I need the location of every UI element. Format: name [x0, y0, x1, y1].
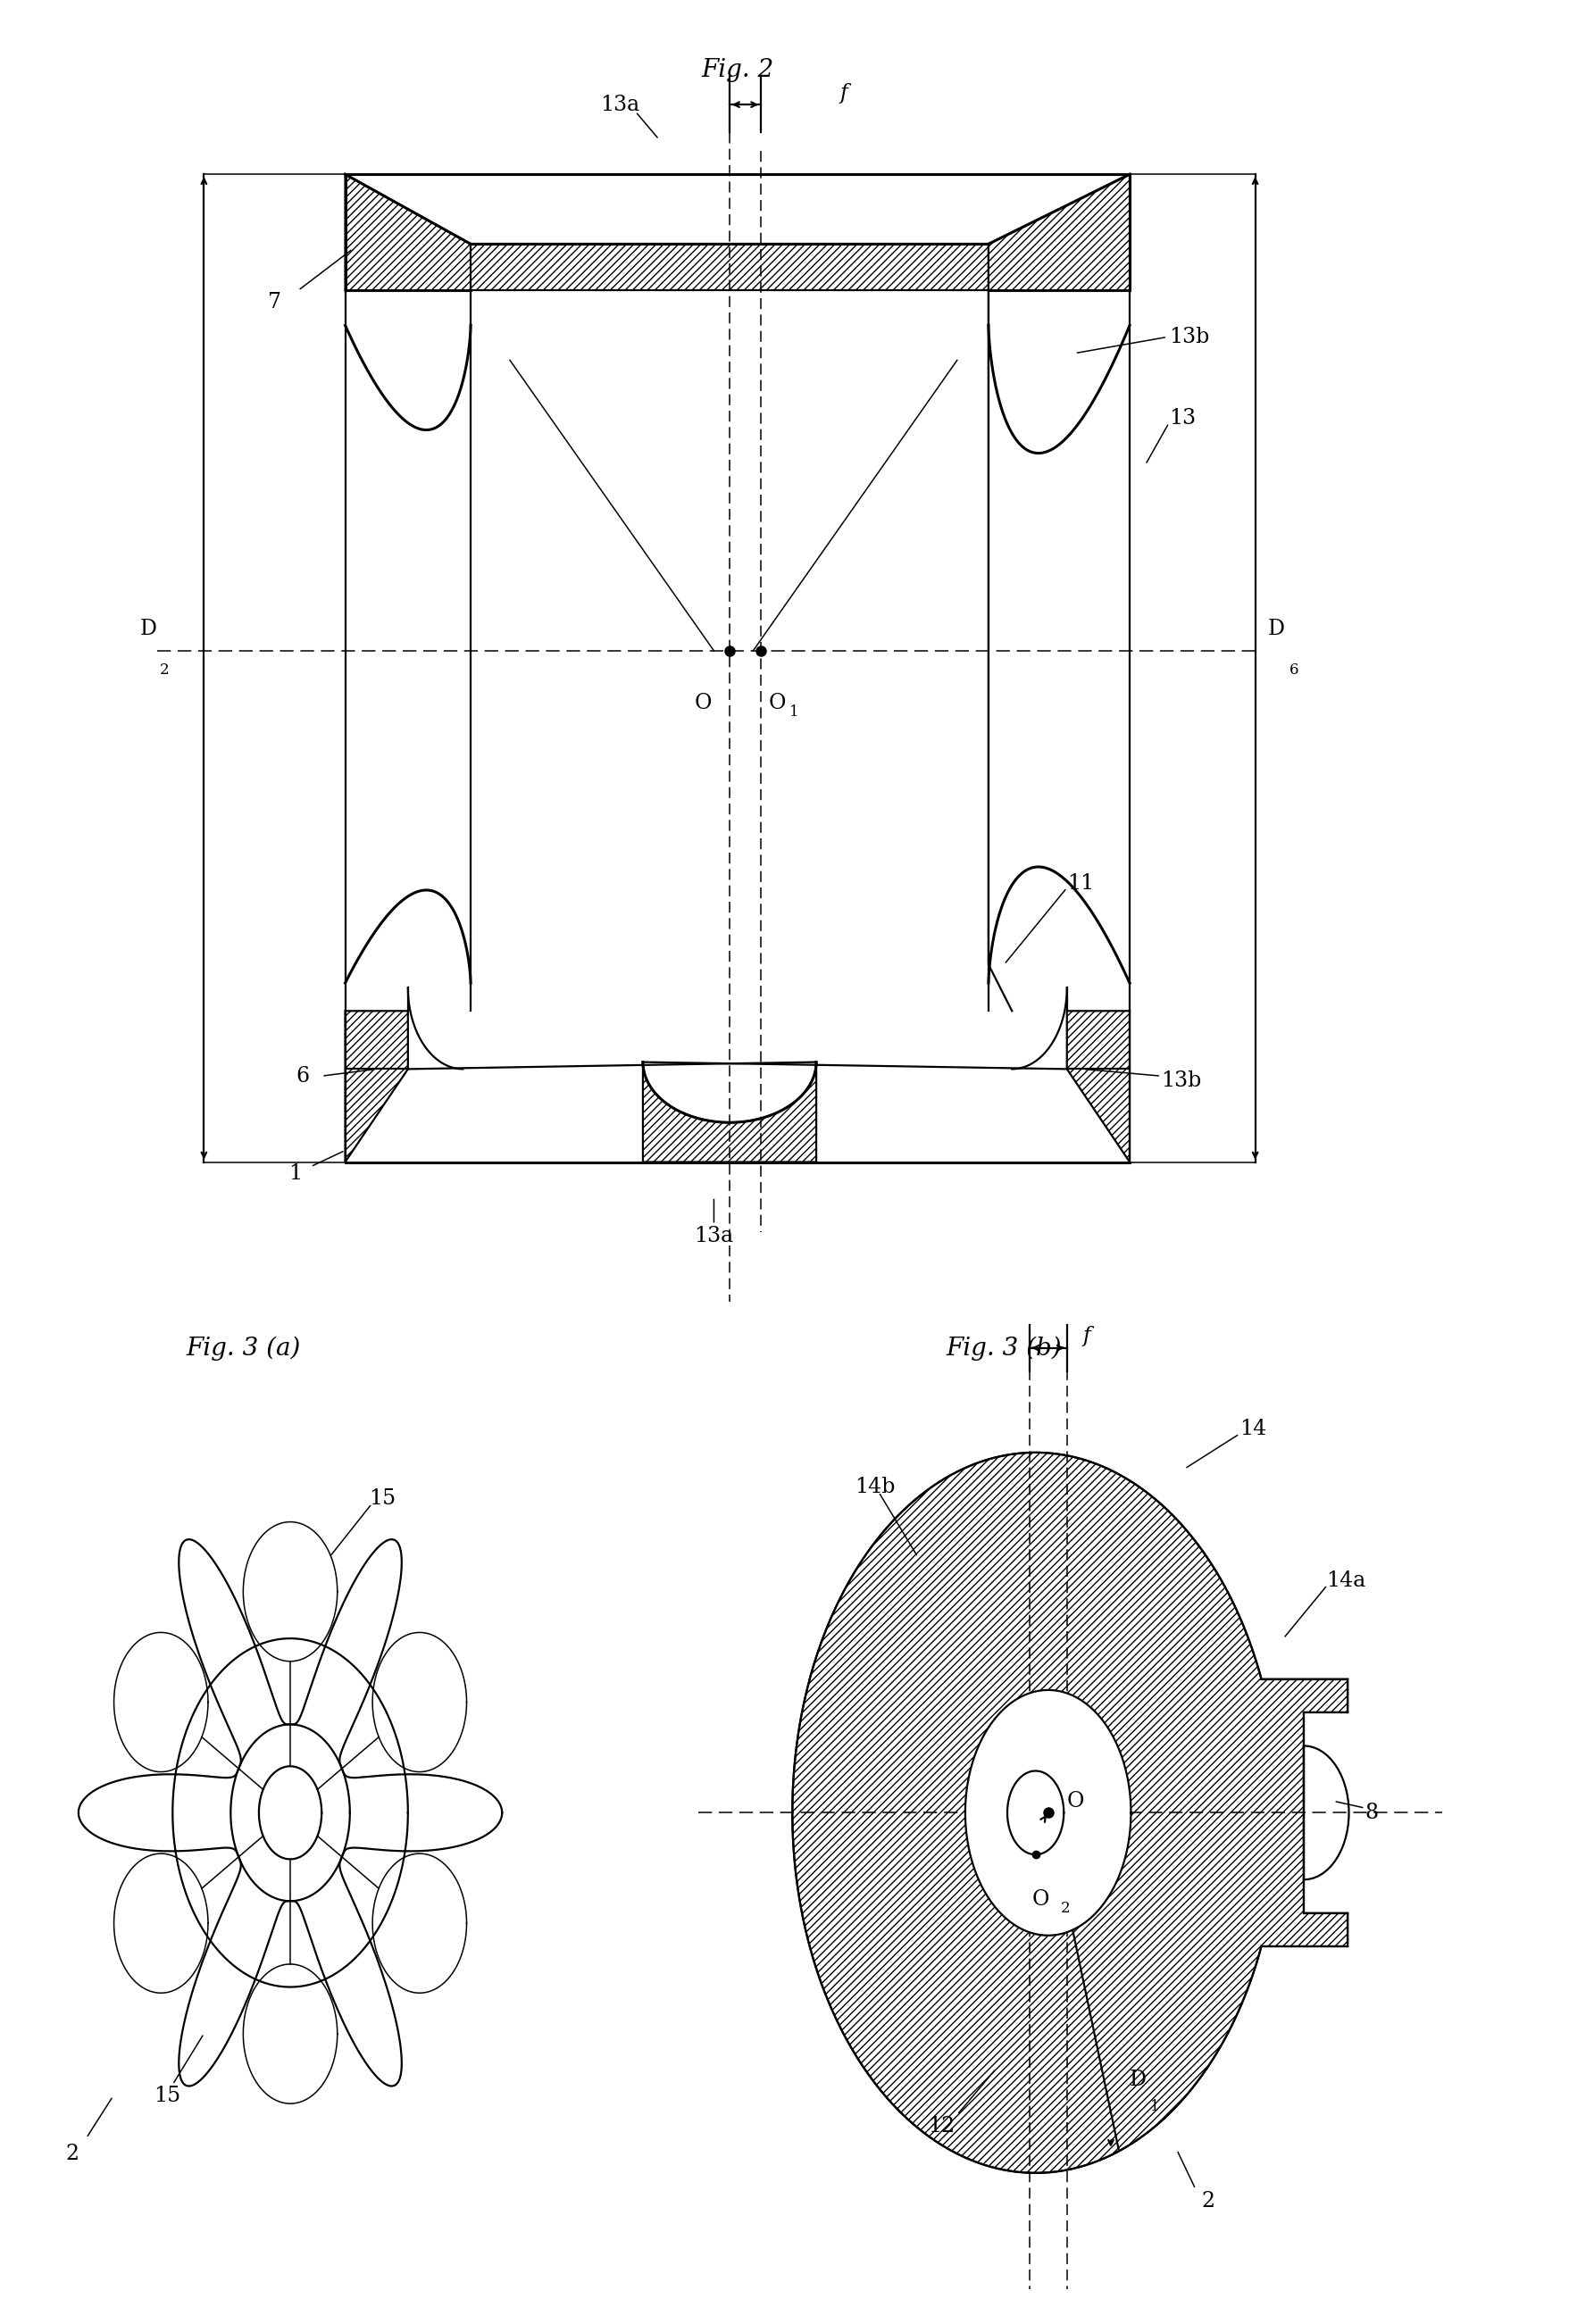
Text: 2: 2 [1202, 2192, 1214, 2210]
Polygon shape [471, 244, 988, 290]
Text: D: D [140, 618, 157, 639]
Text: 13a: 13a [693, 1227, 734, 1246]
Text: 13: 13 [1169, 409, 1196, 428]
Text: 14: 14 [1240, 1420, 1266, 1439]
Text: 6: 6 [297, 1067, 309, 1085]
Text: D: D [1130, 2071, 1147, 2089]
Polygon shape [1067, 1011, 1130, 1162]
Text: D: D [1268, 618, 1285, 639]
Polygon shape [643, 1062, 816, 1162]
Text: 11: 11 [1067, 874, 1094, 892]
Text: 13a: 13a [599, 95, 640, 114]
Text: f: f [841, 84, 847, 102]
Text: 14b: 14b [855, 1478, 896, 1497]
Text: 2: 2 [160, 662, 169, 679]
Polygon shape [345, 174, 471, 290]
Text: 2: 2 [66, 2145, 78, 2164]
Circle shape [965, 1690, 1131, 1936]
Text: 6: 6 [1290, 662, 1299, 679]
Polygon shape [792, 1452, 1348, 2173]
Text: Fig. 2: Fig. 2 [701, 58, 774, 81]
Text: 8: 8 [1365, 1803, 1379, 1822]
Text: 7: 7 [268, 293, 281, 311]
Text: O: O [1031, 1889, 1050, 1910]
Text: 15: 15 [369, 1490, 395, 1508]
Circle shape [1007, 1771, 1064, 1855]
Text: f: f [1083, 1327, 1090, 1346]
Text: O: O [693, 693, 712, 713]
Polygon shape [345, 1011, 408, 1162]
Text: O: O [1067, 1792, 1084, 1810]
Text: Fig. 3 (a): Fig. 3 (a) [185, 1336, 301, 1362]
Polygon shape [988, 174, 1130, 290]
Text: 2: 2 [1061, 1901, 1070, 1917]
Text: O: O [769, 693, 786, 713]
Text: 13b: 13b [1169, 328, 1210, 346]
Text: 12: 12 [927, 2117, 956, 2136]
Text: Fig. 3 (b): Fig. 3 (b) [946, 1336, 1062, 1362]
Text: 1: 1 [1150, 2099, 1159, 2115]
Text: 15: 15 [154, 2087, 180, 2106]
Text: 14a: 14a [1326, 1571, 1365, 1590]
Text: 1: 1 [289, 1164, 301, 1183]
Text: 1: 1 [789, 704, 799, 720]
Text: 13b: 13b [1161, 1071, 1202, 1090]
